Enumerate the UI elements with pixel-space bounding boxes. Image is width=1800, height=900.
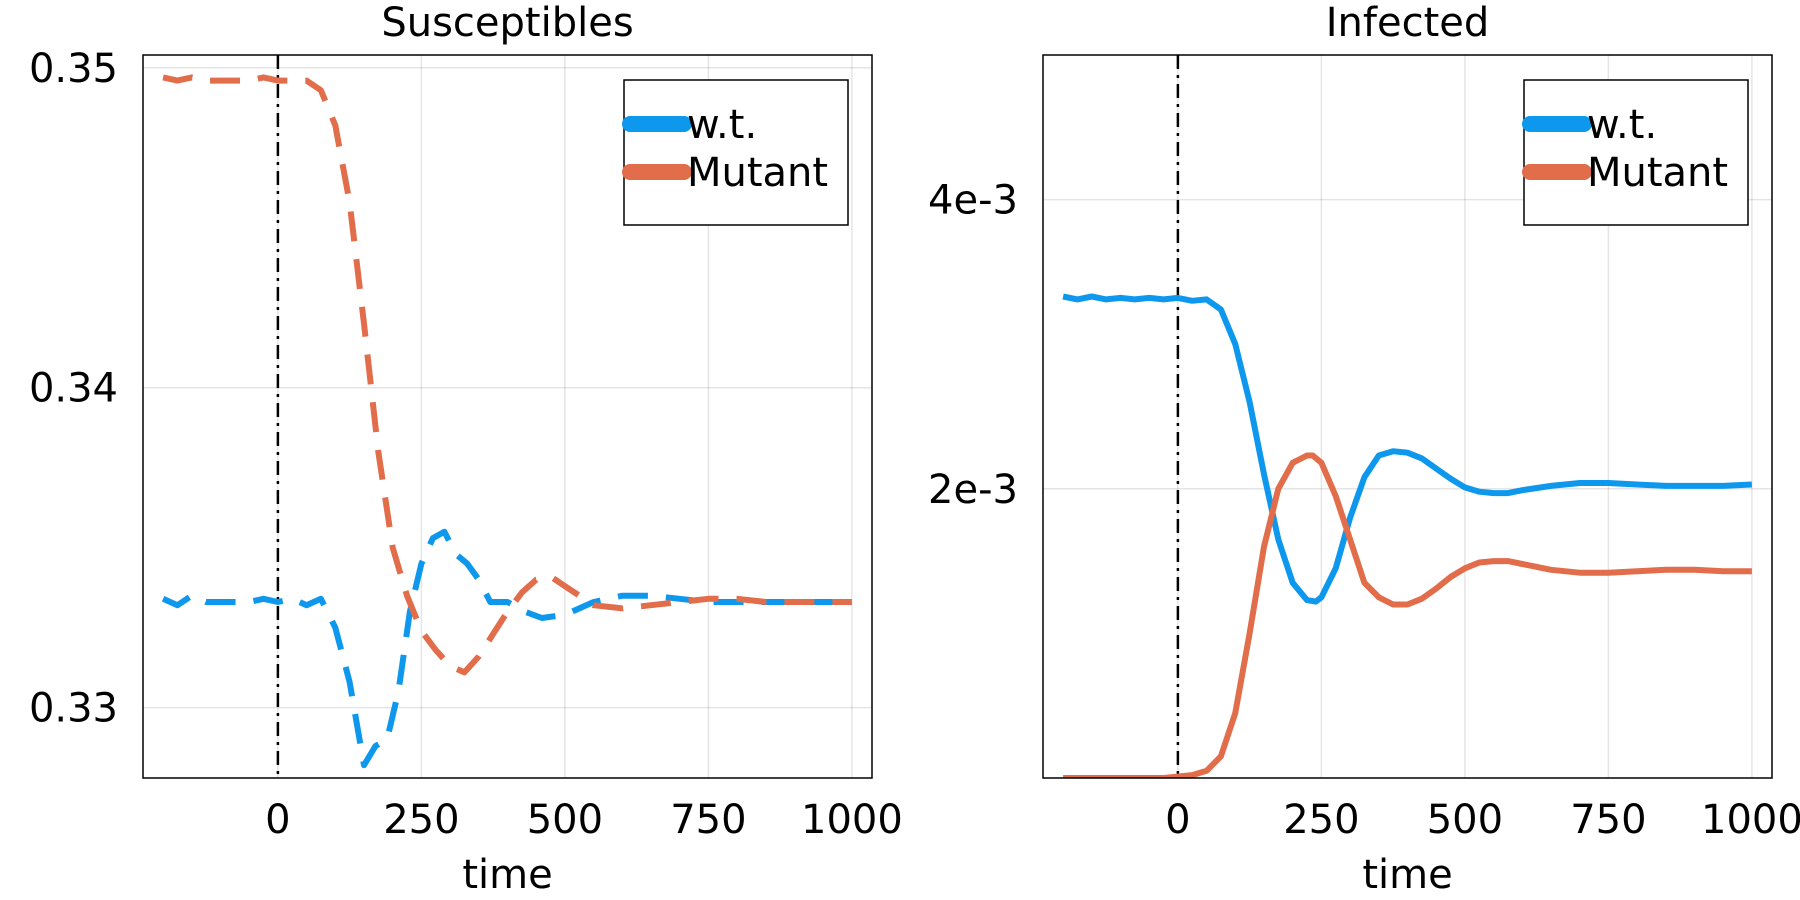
x-tick-label: 1000	[1701, 797, 1800, 843]
legend-label: w.t.	[687, 102, 757, 148]
x-tick-label: 750	[670, 797, 746, 843]
x-tick-label: 0	[265, 797, 290, 843]
y-tick-label: 0.33	[29, 686, 118, 732]
chart-title: Susceptibles	[381, 0, 633, 46]
x-axis-label: time	[462, 852, 552, 898]
x-tick-label: 500	[527, 797, 603, 843]
chart-title: Infected	[1326, 0, 1490, 46]
legend-box	[623, 79, 849, 226]
legend-label: w.t.	[1587, 102, 1657, 148]
infected-panel: Infected 0 250 500 750 1000 2e-3 4e-3 time w.t.Mu…	[928, 0, 1800, 898]
legend: w.t.Mutant	[1522, 79, 1749, 226]
y-tick-label: 2e-3	[928, 467, 1018, 513]
x-tick-label: 500	[1427, 797, 1503, 843]
series-line-wt	[161, 528, 852, 769]
x-axis-label: time	[1362, 852, 1452, 898]
y-tick-label: 0.35	[29, 46, 118, 92]
series-line-mutant	[162, 74, 852, 676]
series-line-wt	[1062, 293, 1753, 605]
y-tick-label: 4e-3	[928, 178, 1018, 224]
legend: w.t.Mutant	[622, 79, 849, 226]
plot-frame	[142, 54, 873, 779]
legend-label: Mutant	[1587, 150, 1728, 196]
x-tick-label: 750	[1570, 797, 1646, 843]
y-tick-label: 0.34	[29, 366, 118, 412]
legend-box	[1523, 79, 1749, 226]
susceptibles-panel: Susceptibles 0 250 500 750 1000 0.33 0.34 0.35 ti…	[29, 0, 903, 898]
legend-label: Mutant	[687, 150, 828, 196]
x-tick-label: 250	[383, 797, 459, 843]
series-line-mutant	[1063, 452, 1752, 778]
x-tick-label: 1000	[801, 797, 903, 843]
x-tick-label: 0	[1165, 797, 1190, 843]
x-tick-label: 250	[1283, 797, 1359, 843]
plot-frame	[1042, 54, 1773, 779]
